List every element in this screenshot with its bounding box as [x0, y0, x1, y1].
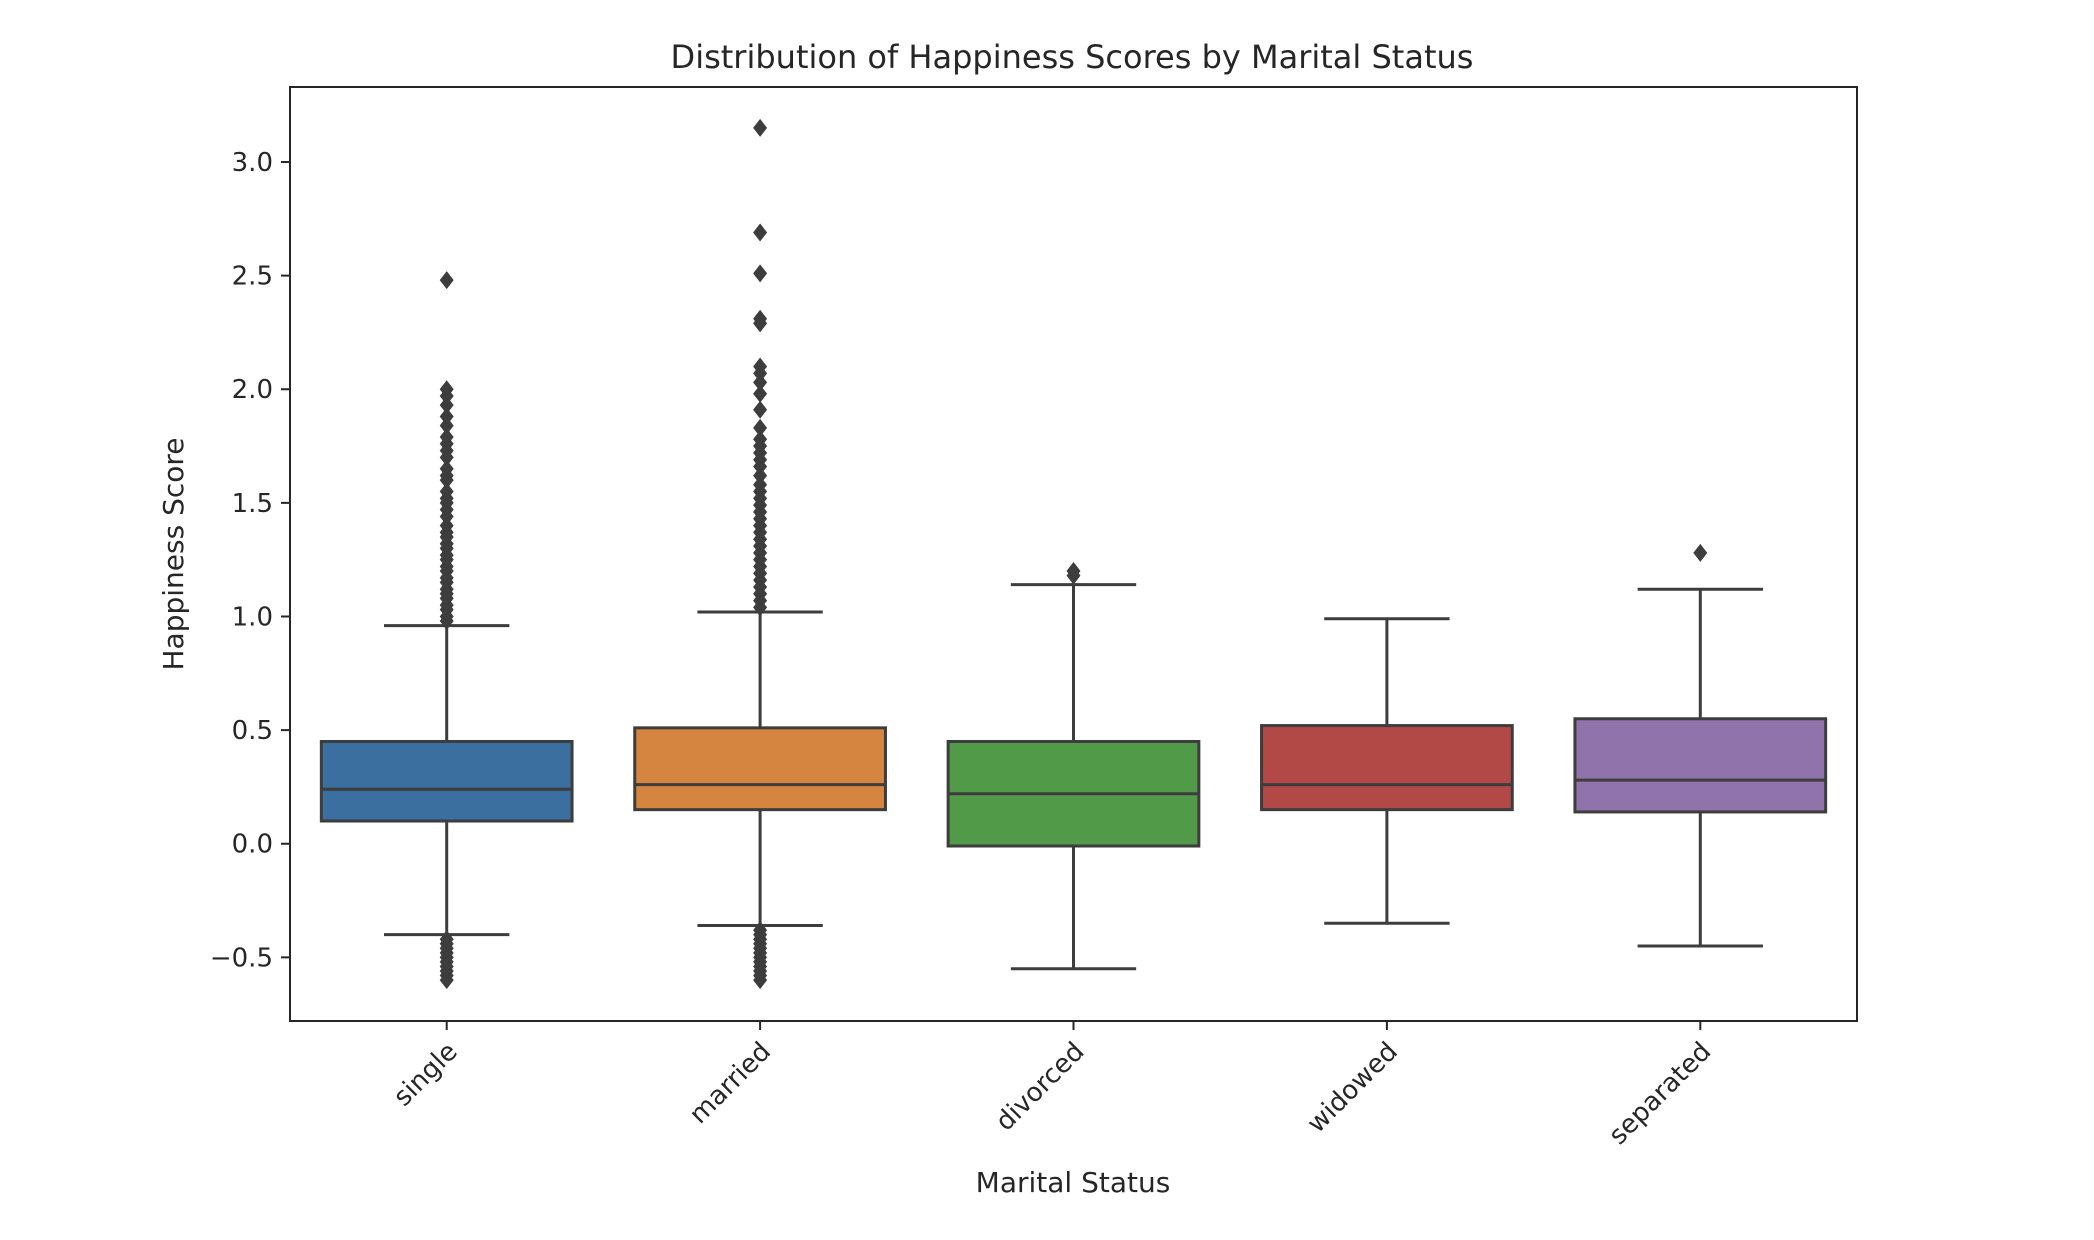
box-iqr: [1573, 717, 1828, 814]
outlier-point: [1693, 543, 1708, 562]
y-tick-label: 1.0: [232, 602, 273, 632]
x-tick-label: separated: [1603, 1037, 1717, 1151]
y-tick-label: −0.5: [210, 943, 273, 973]
outlier-point: [753, 971, 768, 990]
outlier-point: [1066, 566, 1081, 585]
box-group-divorced: [946, 562, 1201, 971]
box-iqr: [633, 726, 887, 812]
outlier-point: [753, 466, 768, 485]
outlier-point: [753, 400, 768, 419]
outlier-point: [753, 364, 768, 383]
box-group-separated: [1573, 543, 1828, 948]
x-axis: single married divorced widowed separated: [388, 1021, 1717, 1151]
outlier-point: [439, 471, 454, 490]
x-tick-label: single: [388, 1037, 464, 1113]
outlier-point: [439, 271, 454, 290]
y-tick-label: 0.0: [232, 830, 273, 860]
outlier-point: [753, 384, 768, 403]
plot-marks: [319, 118, 1828, 990]
outlier-point: [439, 416, 454, 435]
y-tick-label: 0.5: [232, 716, 273, 746]
outlier-point: [439, 448, 454, 467]
outlier-point: [753, 373, 768, 392]
outlier-point: [753, 418, 768, 437]
outlier-point: [753, 118, 768, 137]
outlier-point: [439, 612, 454, 631]
x-tick-label: widowed: [1302, 1037, 1404, 1139]
x-axis-label: Marital Status: [976, 1166, 1171, 1199]
box-group-widowed: [1260, 617, 1514, 925]
outlier-point: [439, 407, 454, 426]
y-tick-label: 2.0: [232, 375, 273, 405]
outlier-point: [439, 507, 454, 526]
x-tick-label: divorced: [990, 1037, 1090, 1137]
y-tick-label: 3.0: [232, 148, 273, 178]
chart-title: Distribution of Happiness Scores by Mari…: [671, 38, 1474, 76]
box-iqr: [1260, 724, 1514, 812]
outlier-point: [753, 598, 768, 617]
y-tick-label: 1.5: [232, 489, 273, 519]
outlier-point: [753, 314, 768, 333]
box-group-single: [319, 271, 574, 990]
y-axis-label: Happiness Score: [157, 437, 190, 670]
box-group-married: [633, 118, 887, 990]
outlier-point: [753, 264, 768, 283]
outlier-point: [439, 396, 454, 415]
box-iqr: [319, 739, 574, 823]
outlier-point: [439, 387, 454, 406]
outlier-point: [753, 223, 768, 242]
x-tick-label: married: [684, 1037, 777, 1130]
outlier-point: [439, 971, 454, 990]
y-tick-label: 2.5: [232, 262, 273, 292]
outlier-point: [753, 457, 768, 476]
y-axis: −0.5 0.0 0.5 1.0 1.5 2.0 2.5 3.0: [210, 148, 290, 973]
